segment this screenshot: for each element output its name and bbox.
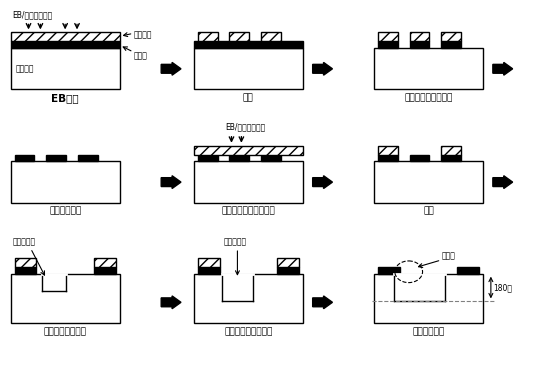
Text: 石英ウェットエッチ: 石英ウェットエッチ (224, 327, 272, 336)
Bar (410, 32, 430, 41)
Text: クロム: クロム (133, 51, 147, 60)
Bar (441, 32, 461, 41)
Bar (261, 155, 281, 161)
Bar (194, 161, 303, 203)
Bar (378, 155, 398, 161)
Bar (194, 48, 303, 89)
Text: 掘り込み部: 掘り込み部 (224, 237, 247, 246)
Bar (394, 274, 445, 301)
Bar (194, 274, 303, 323)
Bar (11, 48, 119, 89)
Bar (15, 267, 36, 274)
Bar (378, 146, 398, 155)
Text: レジスト剥離: レジスト剥離 (49, 207, 81, 216)
FancyArrow shape (312, 63, 333, 75)
Text: 180度: 180度 (493, 283, 512, 292)
Bar (11, 161, 119, 203)
Bar (94, 258, 116, 267)
FancyArrow shape (161, 176, 181, 188)
Text: 石英ドライエッチ: 石英ドライエッチ (44, 327, 86, 336)
Text: クロムドライエッチ: クロムドライエッチ (405, 94, 453, 102)
Bar (378, 32, 398, 41)
Bar (457, 267, 479, 274)
Bar (198, 32, 218, 41)
Bar (374, 161, 483, 203)
Bar (198, 155, 218, 161)
Bar (441, 41, 461, 48)
Bar (277, 267, 299, 274)
Bar (11, 41, 119, 48)
Bar (378, 267, 400, 274)
Bar (229, 155, 249, 161)
Bar (15, 155, 35, 161)
Bar (261, 32, 281, 41)
Text: レジスト: レジスト (133, 30, 152, 39)
Bar (277, 258, 299, 267)
Bar (229, 32, 249, 41)
Bar (46, 155, 66, 161)
FancyArrow shape (312, 176, 333, 188)
Bar (410, 41, 430, 48)
Bar (378, 41, 398, 48)
Bar (441, 155, 461, 161)
Text: 庇構造: 庇構造 (441, 252, 455, 260)
Bar (78, 155, 98, 161)
Bar (441, 146, 461, 155)
Text: 現像: 現像 (423, 207, 434, 216)
Bar (94, 267, 116, 274)
Bar (374, 274, 483, 323)
Bar (198, 258, 220, 267)
Bar (15, 258, 36, 267)
Text: レジスト再塗布・露光: レジスト再塗布・露光 (222, 207, 275, 216)
FancyArrow shape (161, 296, 181, 309)
Text: レジスト剥離: レジスト剥離 (412, 327, 445, 336)
Bar (194, 146, 303, 155)
FancyArrow shape (493, 176, 513, 188)
Text: EB露光: EB露光 (51, 94, 79, 103)
FancyArrow shape (161, 63, 181, 75)
Bar (11, 274, 119, 323)
Text: 石英基板: 石英基板 (16, 64, 34, 73)
FancyArrow shape (493, 63, 513, 75)
Bar (410, 155, 430, 161)
Bar (222, 274, 253, 301)
Bar (198, 267, 220, 274)
Bar (11, 32, 119, 41)
Text: EB/レーザー露光: EB/レーザー露光 (13, 11, 53, 20)
Text: 掘り込み部: 掘り込み部 (13, 237, 36, 246)
Text: 現像: 現像 (243, 94, 254, 102)
Bar (42, 274, 66, 291)
Bar (374, 48, 483, 89)
Bar (194, 41, 303, 48)
FancyArrow shape (312, 296, 333, 309)
Text: EB/レーザー露光: EB/レーザー露光 (225, 123, 266, 132)
